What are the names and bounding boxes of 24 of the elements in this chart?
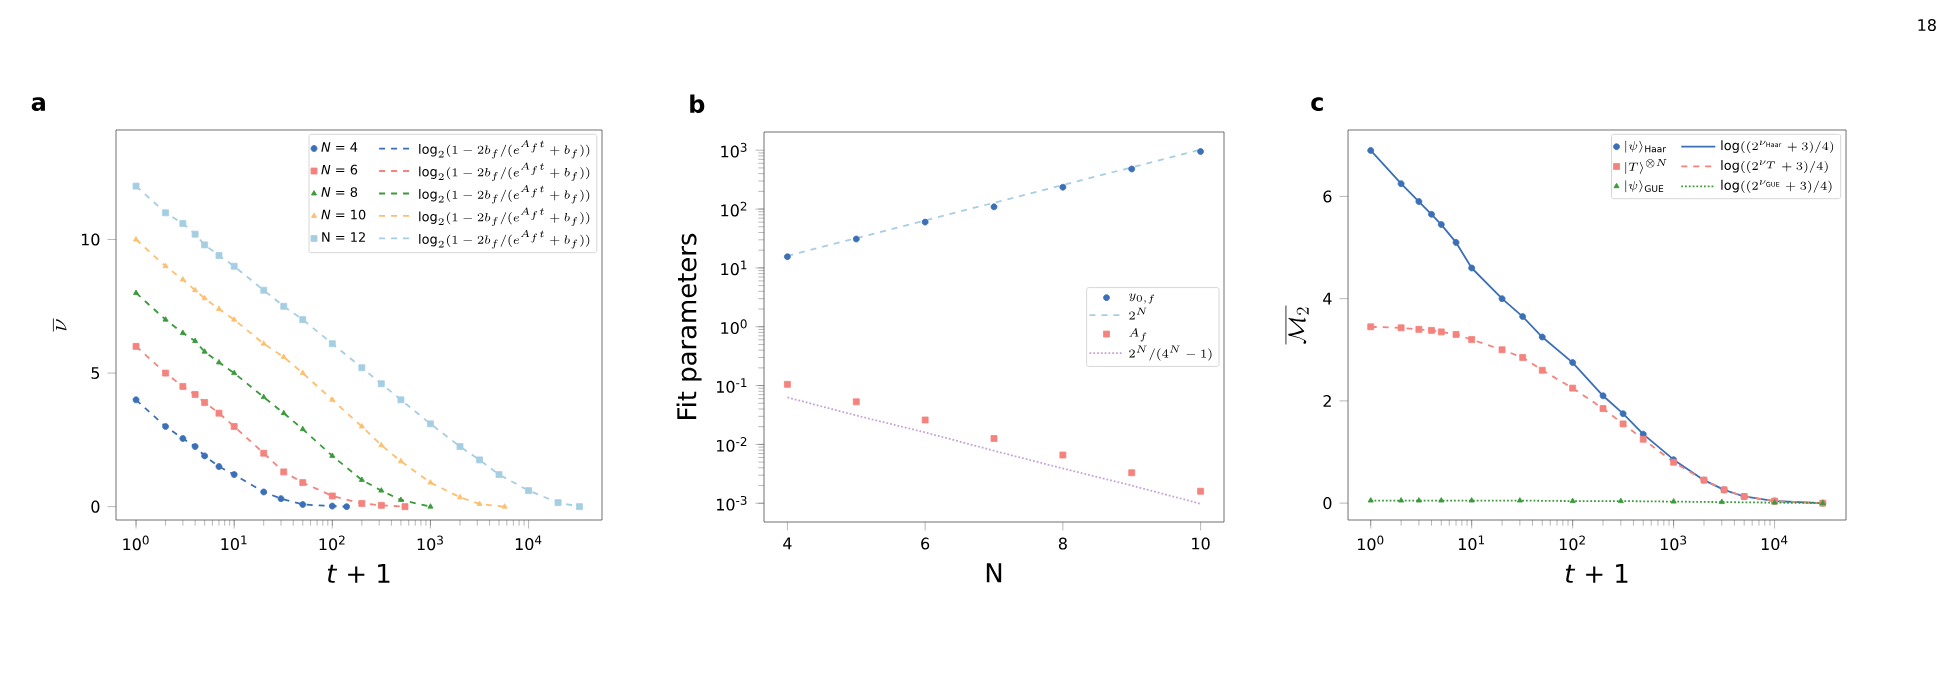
legend-label: $|\psi\rangle_{\mathrm{GUE}}$ [1625,180,1664,193]
legend-label: $\log((2^{\nu_T}+3)/4)$ [1721,160,1828,173]
chart-title: c [1311,97,1323,111]
legend-label: $\log_2(1-2b_f/(e^{A_f t}+b_f))$ [419,162,590,182]
legend-label: $|T\rangle^{\otimes N}$ [1625,159,1667,174]
legend-label: $\log_2(1-2b_f/(e^{A_f t}+b_f))$ [419,184,590,204]
legend-label: $\log_2(1-2b_f/(e^{A_f t}+b_f))$ [419,207,590,227]
legend-label: $|\psi\rangle_{\mathrm{Haar}}$ [1625,140,1667,153]
x-axis-title: N [986,563,1002,583]
legend-label: $y_{0,f}$ [1129,293,1155,304]
y-axis-title: $\overline{\nu}$ [53,318,67,332]
chart-title: a [31,97,45,112]
legend-label: $2^N$ [1129,307,1147,320]
legend-label: $\log((2^{\nu_{\mathrm{GUE}}}+3)/4)$ [1721,179,1832,193]
legend-label: $\log_2(1-2b_f/(e^{A_f t}+b_f))$ [419,139,590,159]
legend-label: $\log_2(1-2b_f/(e^{A_f t}+b_f))$ [419,229,590,249]
y-axis-title: Fit parameters [676,233,702,419]
y-axis-title: $\overline{\mathcal{M}_2}$ [1285,305,1309,345]
x-axis-title: t + 1 [327,563,390,583]
x-axis-title: t + 1 [1565,563,1628,583]
legend-label: $A_f$ [1129,328,1147,342]
legend-label: $2^N/(4^N-1)$ [1129,345,1212,361]
legend-label: $\log((2^{\nu_{\mathrm{Haar}}}+3)/4)$ [1721,140,1834,154]
chart-title: b [690,94,705,114]
